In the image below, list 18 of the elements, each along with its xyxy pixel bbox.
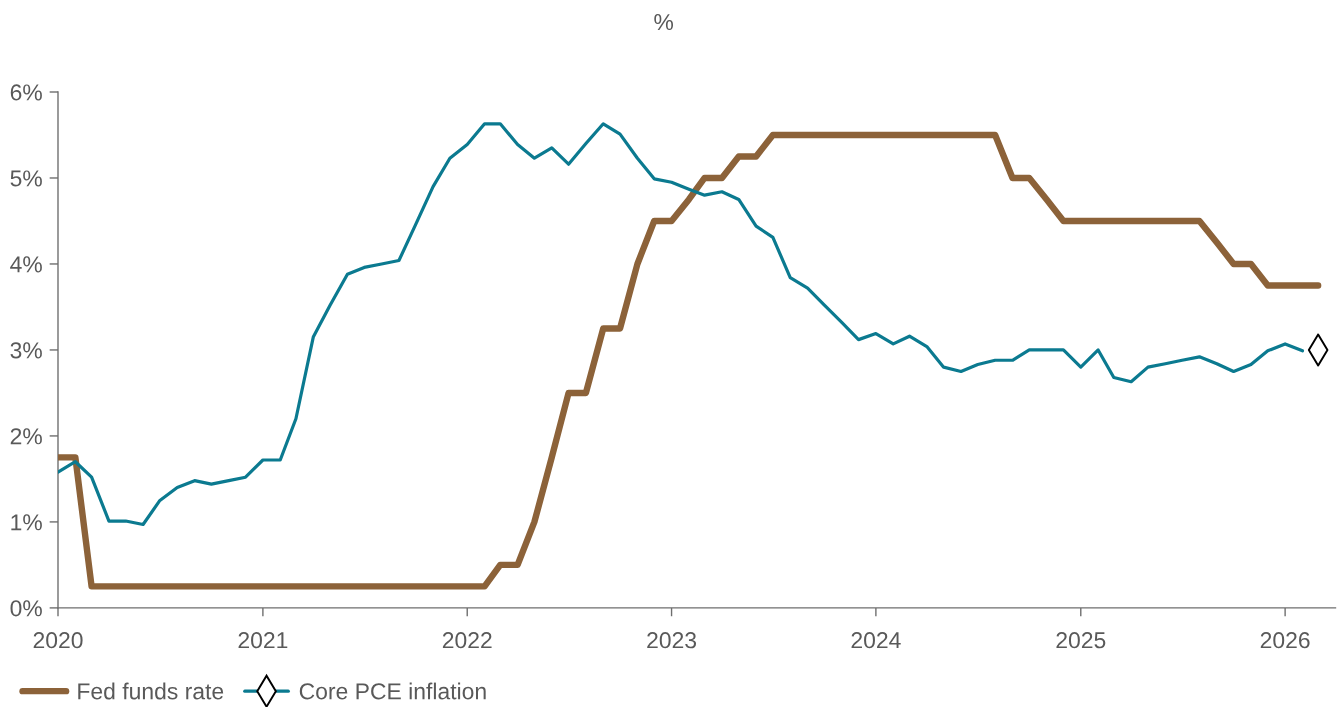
y-tick-label: 1% [11,514,42,531]
x-tick-label: 2026 [1260,632,1310,649]
x-tick-label: 2024 [851,632,901,649]
y-tick-label: 3% [10,342,42,359]
y-tick-label: 2% [10,428,42,445]
x-tick-label: 2023 [647,632,697,649]
x-tick-label: 2020 [33,632,83,649]
x-tick-label: 2021 [238,632,288,649]
x-tick-label: 2025 [1056,632,1106,649]
y-tick-label: 0% [10,600,42,617]
x-tick-label: 2022 [442,632,492,649]
legend-label: Fed funds rate [78,682,224,700]
y-tick-label: 5% [10,170,42,187]
chart-title: % [654,14,674,31]
y-tick-label: 6% [10,84,42,101]
legend-label: Core PCE inflation [299,682,486,700]
line-series [58,122,1305,527]
y-tick-label: 4% [10,256,42,273]
